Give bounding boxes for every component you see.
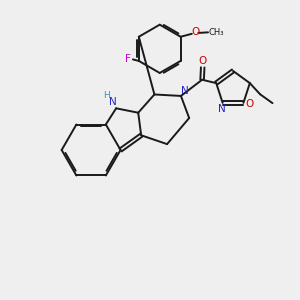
Text: N: N [182, 85, 189, 96]
Text: CH₃: CH₃ [208, 28, 224, 37]
Text: N: N [109, 97, 116, 107]
Text: H: H [103, 91, 110, 100]
Text: O: O [246, 99, 254, 109]
Text: O: O [199, 56, 207, 66]
Text: F: F [125, 54, 130, 64]
Text: N: N [218, 104, 226, 114]
Text: O: O [191, 27, 200, 37]
